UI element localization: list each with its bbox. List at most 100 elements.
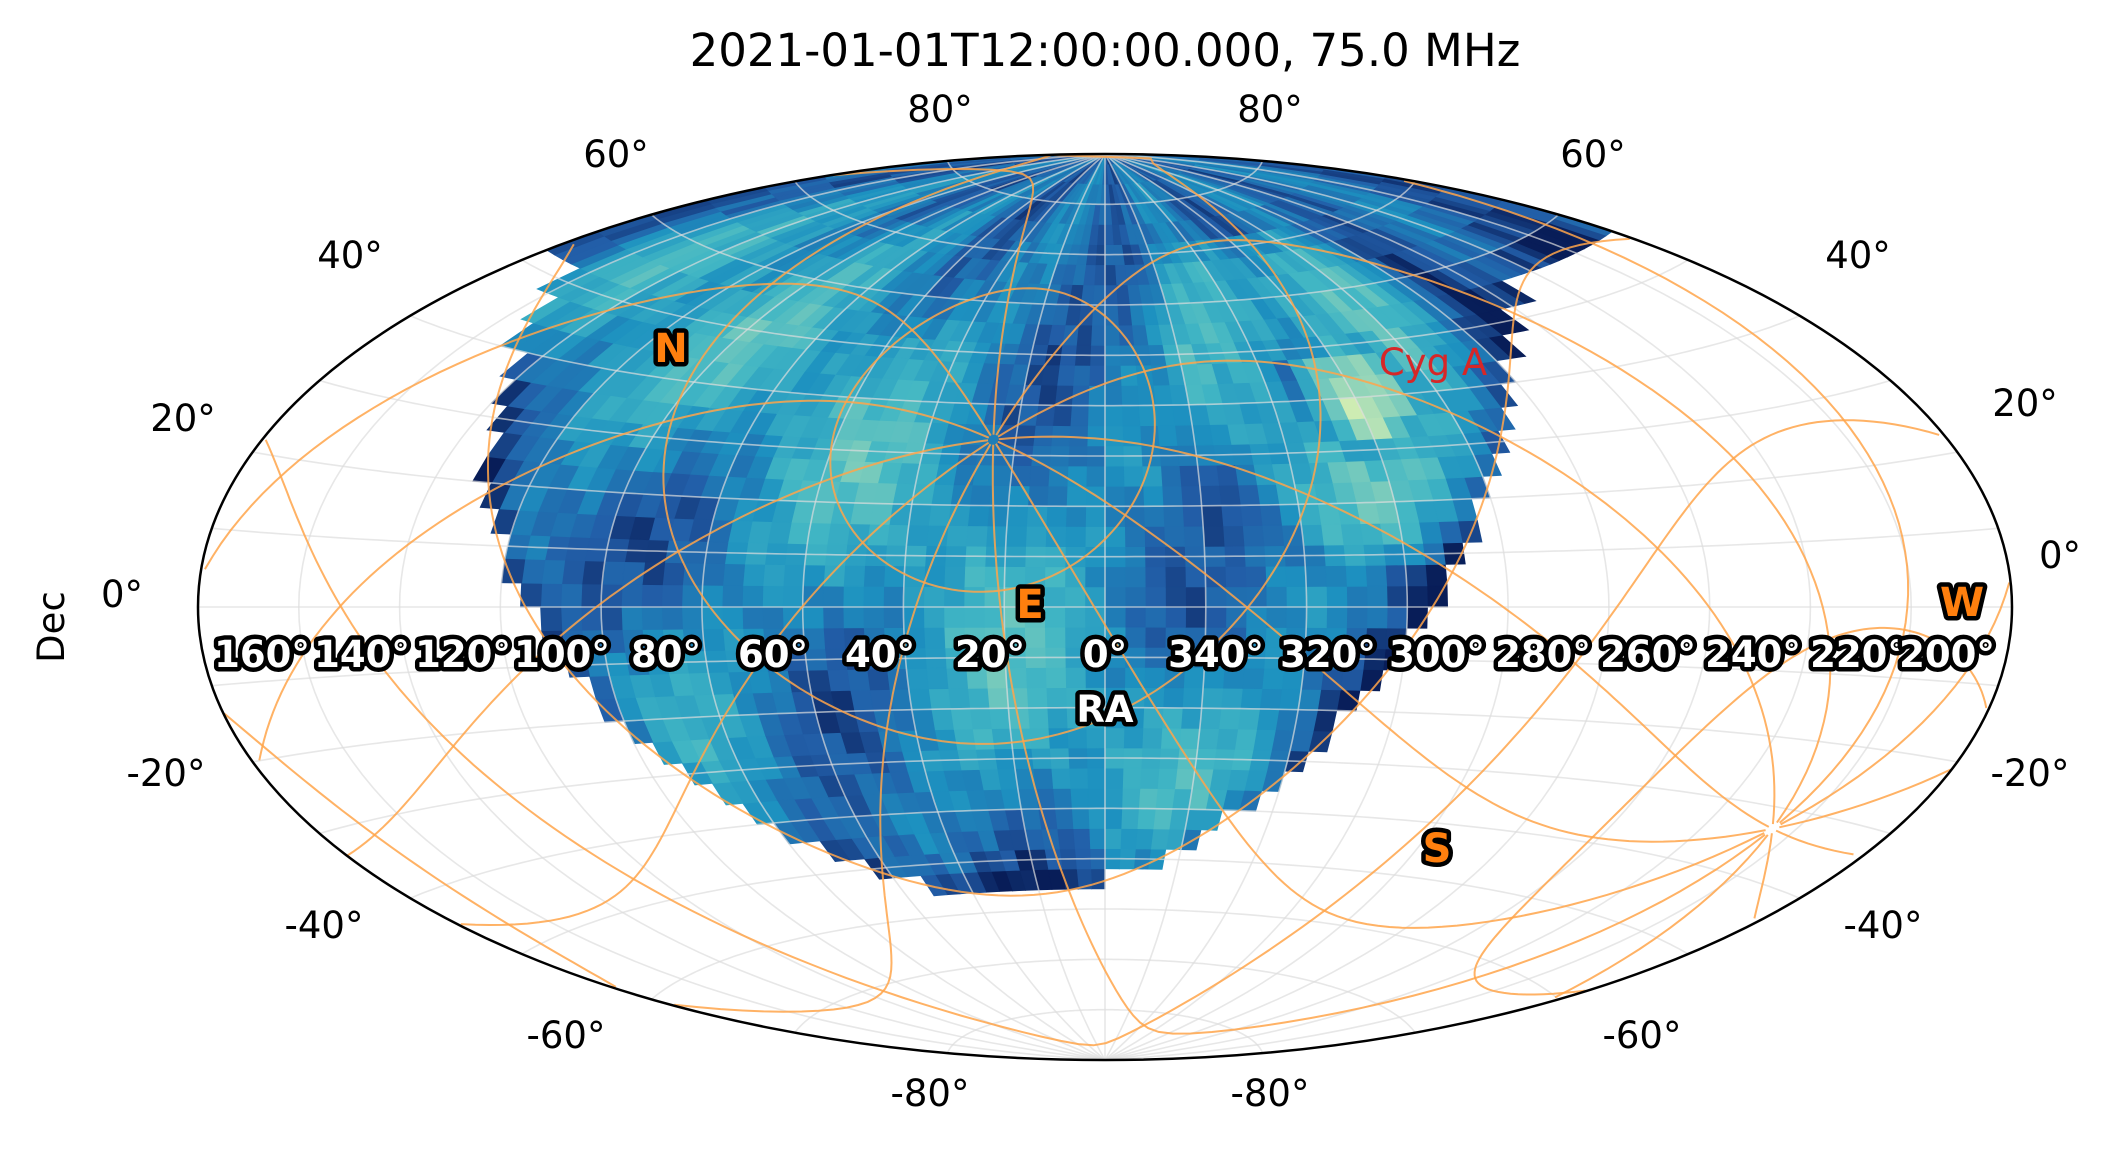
heatmap-cell: [930, 708, 954, 731]
heatmap-cell: [1404, 564, 1428, 587]
heatmap-cell: [1144, 606, 1166, 628]
heatmap-cell: [943, 606, 965, 628]
heatmap-cell: [1085, 465, 1106, 487]
ra-tick-label: 120°: [415, 633, 511, 676]
heatmap-cell: [1044, 666, 1067, 689]
heatmap-cell: [1197, 727, 1220, 750]
heatmap-cell: [1185, 586, 1207, 608]
heatmap-cell: [1285, 586, 1308, 608]
heatmap-cell: [1054, 808, 1074, 830]
heatmap-cell: [1084, 526, 1106, 547]
heatmap-cell: [1117, 324, 1135, 346]
heatmap-cell: [1220, 687, 1243, 710]
dec-tick-label: -80°: [1231, 1072, 1310, 1115]
heatmap-cell: [1205, 586, 1227, 608]
heatmap-cell: [1305, 585, 1328, 608]
heatmap-cell: [1025, 667, 1047, 689]
heatmap-cell: [822, 606, 844, 629]
heatmap-cell: [1134, 828, 1154, 850]
heatmap-cell: [969, 484, 992, 507]
heatmap-cell: [1218, 707, 1241, 730]
heatmap-cell: [1386, 606, 1408, 629]
heatmap-cell: [1087, 807, 1106, 829]
dec-tick-label: 40°: [1825, 234, 1891, 277]
heatmap-cell: [1205, 606, 1227, 628]
heatmap-cell: [1244, 565, 1267, 588]
heatmap-cell: [963, 565, 986, 588]
heatmap-cell: [1072, 828, 1091, 850]
heatmap-cell: [1005, 525, 1027, 547]
ra-tick-labels: 160° 140° 120° 100° 80° 60° 40° 20° 0° 340° 320° 30…: [210, 629, 2000, 681]
heatmap-cell: [1093, 264, 1106, 286]
ra-tick-label: 260°: [1600, 633, 1696, 676]
heatmap-cell: [1050, 767, 1071, 789]
heatmap-cell: [1104, 385, 1123, 407]
heatmap-cell: [1152, 808, 1173, 830]
heatmap-cell: [1344, 564, 1368, 587]
compass-north: N: [654, 326, 687, 372]
heatmap-cell: [1120, 807, 1139, 830]
dec-tick-label: -60°: [1603, 1014, 1682, 1057]
heatmap-cell: [1304, 565, 1327, 587]
heatmap-cell: [1163, 525, 1185, 547]
heatmap-cell: [661, 606, 683, 630]
heatmap-cell: [863, 565, 886, 587]
heatmap-cell: [1124, 566, 1146, 588]
heatmap-cell: [990, 464, 1013, 487]
heatmap-cell: [1222, 525, 1245, 547]
dec-tick-label: 60°: [1560, 133, 1626, 176]
heatmap-cell: [1047, 727, 1069, 749]
heatmap-cell: [1162, 687, 1184, 709]
heatmap-cell: [1086, 767, 1106, 789]
heatmap-cell: [1239, 504, 1263, 527]
heatmap-cell: [741, 606, 764, 629]
heatmap-cell: [1120, 384, 1139, 407]
heatmap-cell: [1406, 585, 1428, 608]
heatmap-cell: [620, 583, 643, 608]
dec-tick-label: -80°: [891, 1072, 970, 1115]
heatmap-cell: [540, 582, 563, 608]
heatmap-cell: [1161, 707, 1183, 729]
source-label-cyg-a: Cyg A: [1379, 341, 1487, 384]
ra-tick-label: 20°: [955, 633, 1025, 676]
heatmap-cell: [1406, 606, 1428, 629]
heatmap-cell: [1285, 606, 1308, 628]
chart-title: 2021-01-01T12:00:00.000, 75.0 MHz: [690, 24, 1521, 77]
heatmap-cell: [1075, 324, 1093, 346]
heatmap-cell: [1162, 505, 1184, 527]
heatmap-cell: [1104, 425, 1124, 447]
heatmap-cell: [742, 563, 766, 587]
heatmap-cell: [1180, 485, 1203, 507]
heatmap-cell: [1138, 787, 1158, 810]
heatmap-cell: [1339, 523, 1364, 546]
heatmap-cell: [1150, 828, 1170, 850]
heatmap-cell: [963, 586, 985, 608]
heatmap-cell: [1178, 464, 1201, 487]
ra-axis-label: RA: [1076, 688, 1133, 731]
heatmap-cell: [1104, 566, 1126, 588]
heatmap-cell: [842, 606, 864, 629]
heatmap-cell: [1136, 808, 1156, 830]
heatmap-cell: [1056, 364, 1076, 386]
heatmap-cell: [581, 560, 606, 585]
heatmap-cell: [1024, 626, 1046, 648]
heatmap-cell: [1065, 505, 1087, 527]
heatmap-cell: [1056, 828, 1076, 850]
heatmap-cell: [1220, 504, 1243, 527]
heatmap-cell: [1131, 324, 1149, 346]
heatmap-cell: [971, 728, 995, 750]
heatmap-cell: [1265, 586, 1287, 608]
dec-tick-label: 0°: [101, 573, 143, 616]
heatmap-cell: [1087, 405, 1106, 427]
heatmap-cell: [1237, 708, 1261, 730]
heatmap-cell: [930, 483, 954, 506]
compass-west: W: [1940, 580, 1984, 626]
dec-tick-label: 80°: [907, 88, 973, 131]
ra-tick-label: 240°: [1705, 633, 1801, 676]
heatmap-cell: [908, 688, 932, 711]
heatmap-cell: [1218, 484, 1241, 507]
heatmap-cell: [943, 565, 966, 588]
heatmap-cell: [1032, 767, 1054, 790]
heatmap-cell: [1180, 707, 1203, 729]
ra-tick-label: 220°: [1810, 633, 1906, 676]
